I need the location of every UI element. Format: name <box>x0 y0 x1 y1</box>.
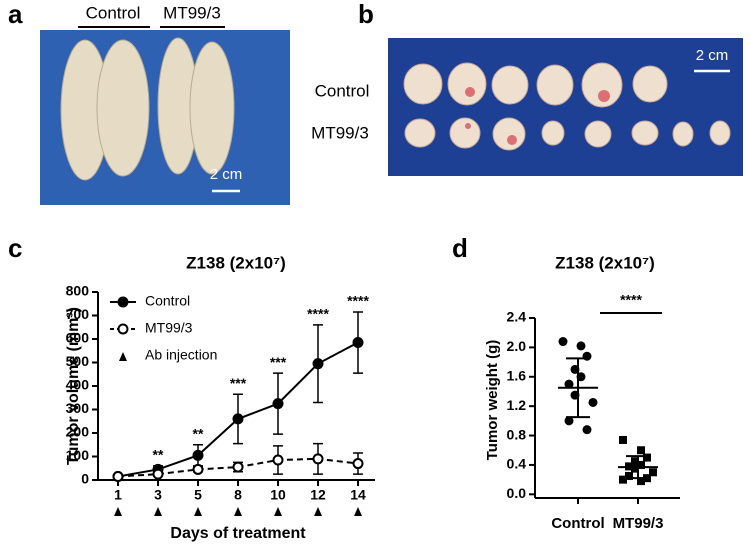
x-tick-label: 3 <box>154 487 162 503</box>
y-tick-label: 200 <box>66 424 90 440</box>
panel-label: a <box>8 0 23 29</box>
y-tick-label: 400 <box>66 377 90 393</box>
point <box>192 449 204 461</box>
chart-title: Z138 (2x10⁷) <box>555 253 655 272</box>
significance: **** <box>347 293 369 309</box>
point <box>631 464 639 473</box>
x-axis-label: Days of treatment <box>170 525 306 542</box>
y-tick-label: 600 <box>66 330 90 346</box>
y-tick-label: 0.4 <box>507 456 527 472</box>
sd-bar <box>566 357 590 419</box>
legend-marker <box>119 352 127 361</box>
tumors <box>403 62 731 151</box>
significance: **** <box>307 306 329 322</box>
x-tick-label: 1 <box>114 487 122 503</box>
point <box>232 413 244 425</box>
panel-label: c <box>8 233 22 263</box>
injection-marker <box>314 507 322 516</box>
significance: *** <box>270 354 287 370</box>
point <box>619 435 627 444</box>
y-tick-label: 2.4 <box>507 309 527 325</box>
injection-marker <box>194 507 202 516</box>
y-tick-label: 0.8 <box>507 426 527 442</box>
photo <box>388 38 743 176</box>
x-tick-label: 12 <box>310 487 326 503</box>
point <box>312 453 324 465</box>
y-tick-label: 1.2 <box>507 397 527 413</box>
point <box>312 358 324 370</box>
significance: ** <box>153 447 164 463</box>
x-tick-label: 14 <box>350 487 366 503</box>
y-tick-label: 300 <box>66 400 90 416</box>
y-tick-label: 0.0 <box>507 485 527 501</box>
point <box>588 397 598 407</box>
row-label: MT99/3 <box>311 123 369 142</box>
group-label: Control <box>86 3 141 22</box>
injection-marker <box>354 507 362 516</box>
point <box>637 460 645 469</box>
injection-marker <box>154 507 162 516</box>
point <box>152 468 164 480</box>
injection-marker <box>114 507 122 516</box>
x-tick-label: Control <box>551 515 604 532</box>
point <box>272 454 284 466</box>
sd-bar <box>626 455 650 480</box>
point <box>576 341 586 351</box>
scale-label: 2 cm <box>696 47 729 64</box>
y-tick-label: 700 <box>66 306 90 322</box>
legend-marker <box>117 296 129 308</box>
x-tick-label: 10 <box>270 487 286 503</box>
legend-label: MT99/3 <box>145 320 193 336</box>
point <box>352 337 364 349</box>
point <box>272 398 284 410</box>
tumor-detail <box>465 87 610 145</box>
point <box>558 337 568 347</box>
injection-marker <box>274 507 282 516</box>
point <box>112 470 124 482</box>
x-tick-label: 5 <box>194 487 202 503</box>
point <box>192 463 204 475</box>
point <box>643 453 651 462</box>
significance: *** <box>230 375 247 391</box>
scale-label: 2 cm <box>210 166 243 183</box>
panel-label: d <box>452 233 468 263</box>
legend-label: Ab injection <box>145 347 217 363</box>
y-axis-label: Tumor volume (mm³) <box>65 307 82 465</box>
mice <box>60 37 235 181</box>
point <box>631 457 639 466</box>
point <box>649 468 657 477</box>
point <box>564 379 574 389</box>
group-label: MT99/3 <box>163 3 221 22</box>
panel-label: b <box>358 0 374 29</box>
legend-label: Control <box>145 293 190 309</box>
point <box>232 461 244 473</box>
injection-marker <box>234 507 242 516</box>
y-axis-label: Tumor weight (g) <box>484 340 501 461</box>
point <box>582 425 592 435</box>
y-tick-label: 800 <box>66 283 90 299</box>
legend-marker <box>117 323 129 335</box>
point <box>637 446 645 455</box>
y-tick-label: 1.6 <box>507 367 527 383</box>
point <box>352 458 364 470</box>
y-tick-label: 500 <box>66 353 90 369</box>
row-label: Control <box>315 81 370 100</box>
point <box>564 416 574 426</box>
x-tick-label: MT99/3 <box>613 515 664 532</box>
significance: **** <box>620 292 642 308</box>
y-tick-label: 0 <box>81 471 89 487</box>
point <box>637 477 645 486</box>
x-tick-label: 8 <box>234 487 242 503</box>
point <box>625 471 633 480</box>
chart-title: Z138 (2x10⁷) <box>186 253 286 272</box>
point <box>619 475 627 484</box>
y-tick-label: 100 <box>66 447 90 463</box>
y-tick-label: 2.0 <box>507 338 527 354</box>
significance: ** <box>193 425 204 441</box>
